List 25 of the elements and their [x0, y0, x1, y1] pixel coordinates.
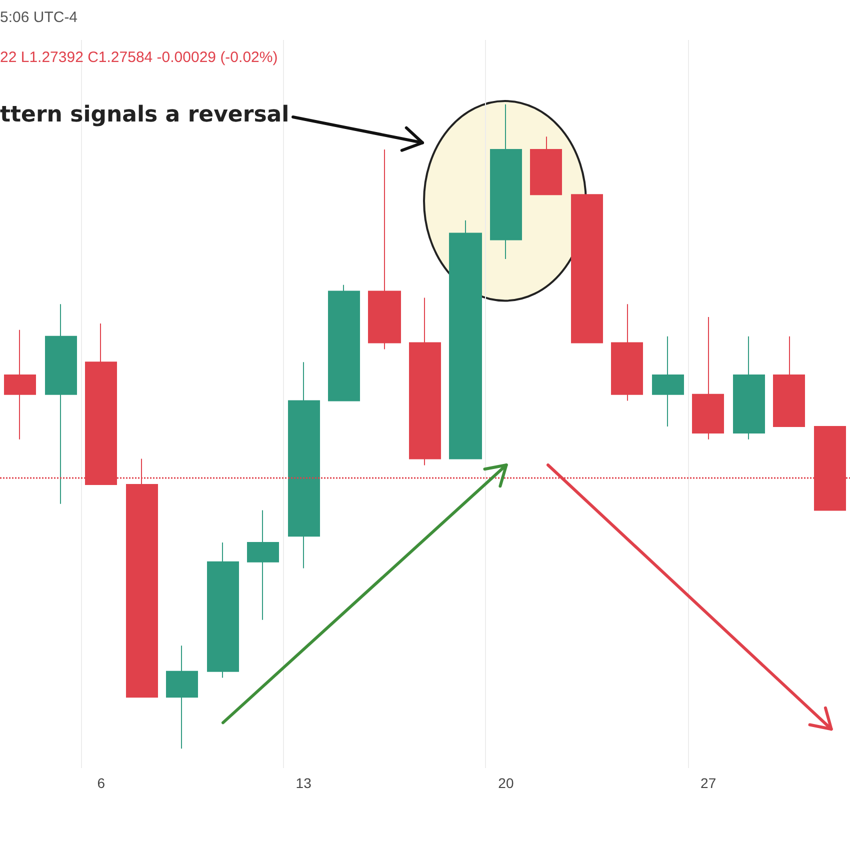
candlestick — [530, 136, 562, 196]
x-tick-label: 27 — [700, 775, 716, 791]
candlestick — [652, 336, 684, 428]
annotation: ttern signals a reversal — [0, 102, 290, 128]
text: 5:06 UTC-4 — [0, 9, 78, 26]
candlestick — [571, 194, 603, 344]
candlestick — [166, 645, 198, 750]
candlestick — [692, 316, 724, 440]
candlestick — [288, 362, 320, 569]
candlestick — [449, 220, 482, 460]
x-tick-label: 20 — [498, 775, 514, 791]
candlestick — [328, 284, 360, 402]
candlestick — [368, 149, 401, 350]
candlestick — [247, 510, 279, 620]
text: 22 L1.27392 C1.27584 -0.00029 (-0.02%) — [0, 49, 278, 66]
x-tick-label: 13 — [296, 775, 312, 791]
candlestick — [611, 304, 643, 402]
candlestick — [207, 542, 239, 678]
candlestick — [490, 104, 522, 260]
candlestick — [773, 336, 805, 428]
candlestick — [409, 297, 441, 466]
candlestick — [4, 329, 36, 440]
candlestick — [733, 336, 765, 440]
candlestick — [45, 304, 77, 504]
x-tick-label: 6 — [97, 775, 106, 791]
